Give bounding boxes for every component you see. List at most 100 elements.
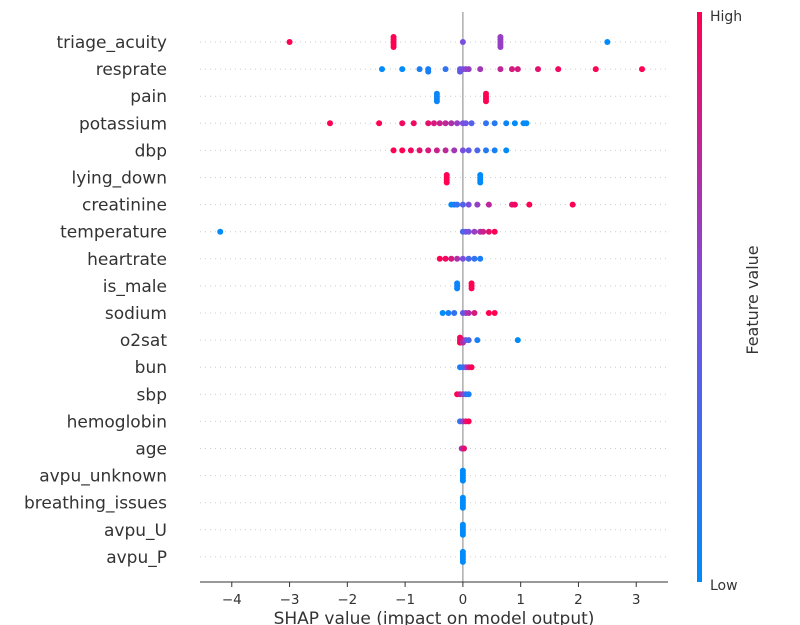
shap-point bbox=[459, 147, 466, 154]
shap-points bbox=[217, 34, 645, 565]
shap-point bbox=[454, 255, 461, 262]
shap-point bbox=[459, 548, 466, 555]
feature-label: avpu_unknown bbox=[39, 467, 167, 487]
shap-point bbox=[454, 285, 461, 292]
shap-point bbox=[474, 337, 481, 344]
shap-point bbox=[425, 68, 432, 75]
shap-point bbox=[477, 66, 484, 73]
shap-point bbox=[483, 90, 489, 97]
shap-point bbox=[390, 44, 397, 50]
shap-point bbox=[471, 310, 478, 316]
feature-label: avpu_P bbox=[106, 548, 167, 568]
shap-point bbox=[451, 147, 458, 154]
shap-point bbox=[465, 337, 472, 344]
shap-point bbox=[491, 147, 498, 154]
shap-point bbox=[514, 337, 521, 344]
shap-point bbox=[471, 255, 478, 262]
shap-point bbox=[217, 228, 224, 235]
colorbar-high-label: High bbox=[710, 9, 742, 25]
shap-point bbox=[465, 310, 472, 316]
shap-point bbox=[511, 120, 518, 127]
shap-point bbox=[497, 44, 504, 50]
shap-point bbox=[443, 172, 450, 178]
feature-label: pain bbox=[130, 87, 167, 107]
feature-label: sbp bbox=[137, 385, 167, 405]
feature-label: temperature bbox=[60, 223, 167, 243]
feature-label: sodium bbox=[105, 304, 167, 324]
shap-point bbox=[459, 255, 466, 262]
shap-point bbox=[445, 310, 452, 316]
feature-label: is_male bbox=[103, 277, 167, 297]
feature-label: bun bbox=[135, 358, 167, 378]
shap-point bbox=[497, 66, 504, 73]
shap-point bbox=[485, 310, 492, 316]
feature-label: triage_acuity bbox=[56, 33, 167, 53]
shap-point bbox=[509, 66, 515, 73]
shap-point bbox=[448, 120, 455, 127]
row-guide-lines bbox=[200, 41, 668, 558]
feature-label: dbp bbox=[135, 141, 167, 161]
x-tick-label: 1 bbox=[516, 592, 525, 608]
shap-point bbox=[592, 66, 599, 73]
shap-point bbox=[327, 120, 333, 127]
feature-label: breathing_issues bbox=[24, 494, 167, 514]
feature-label: lying_down bbox=[72, 169, 167, 189]
shap-point bbox=[425, 120, 432, 127]
shap-point bbox=[433, 90, 440, 97]
shap-point bbox=[491, 120, 498, 127]
shap-point bbox=[462, 120, 469, 127]
colorbar: High Low Feature value bbox=[697, 9, 762, 594]
shap-point bbox=[399, 66, 406, 73]
shap-point bbox=[407, 147, 414, 154]
shap-point bbox=[468, 285, 475, 292]
shap-point bbox=[376, 120, 383, 127]
shap-point bbox=[390, 147, 397, 154]
shap-point bbox=[459, 494, 466, 501]
shap-point bbox=[379, 66, 385, 73]
x-axis: −4 −3 −2 −1 0 1 2 3 bbox=[200, 581, 668, 608]
shap-point bbox=[442, 66, 449, 73]
shap-point bbox=[483, 98, 489, 105]
shap-point bbox=[461, 445, 468, 452]
shap-point bbox=[442, 120, 449, 127]
shap-point bbox=[459, 531, 466, 538]
shap-point bbox=[442, 147, 449, 154]
shap-point bbox=[639, 66, 645, 73]
shap-point bbox=[399, 147, 406, 154]
x-tick-label: −3 bbox=[280, 592, 300, 608]
shap-point bbox=[497, 34, 504, 40]
colorbar-title: Feature value bbox=[743, 245, 762, 354]
shap-point bbox=[459, 521, 466, 528]
shap-point bbox=[459, 467, 466, 474]
shap-point bbox=[523, 120, 530, 127]
feature-label: hemoglobin bbox=[67, 412, 167, 432]
shap-point bbox=[555, 66, 562, 73]
shap-point bbox=[468, 120, 475, 127]
feature-label: resprate bbox=[96, 60, 167, 80]
shap-point bbox=[604, 39, 611, 45]
shap-point bbox=[514, 66, 521, 73]
shap-point bbox=[416, 66, 423, 73]
shap-point bbox=[491, 310, 498, 316]
shap-point bbox=[477, 179, 484, 186]
colorbar-gradient bbox=[697, 12, 702, 582]
shap-point bbox=[465, 147, 472, 154]
feature-label: creatinine bbox=[82, 196, 167, 216]
shap-point bbox=[468, 280, 475, 287]
shap-point bbox=[410, 120, 417, 127]
shap-point bbox=[459, 201, 466, 208]
x-tick-label: 0 bbox=[459, 592, 468, 608]
feature-label: o2sat bbox=[120, 331, 167, 351]
shap-point bbox=[474, 201, 481, 208]
shap-point bbox=[416, 147, 423, 154]
x-axis-title: SHAP value (impact on model output) bbox=[274, 609, 595, 625]
feature-labels: triage_acuity resprate pain potassium dbp lyi… bbox=[24, 33, 167, 568]
shap-point bbox=[390, 34, 397, 40]
shap-point bbox=[468, 364, 475, 371]
shap-point bbox=[433, 98, 440, 105]
shap-point bbox=[485, 201, 492, 208]
shap-point bbox=[480, 228, 487, 235]
x-tick-label: −2 bbox=[337, 592, 357, 608]
shap-point bbox=[442, 255, 449, 262]
